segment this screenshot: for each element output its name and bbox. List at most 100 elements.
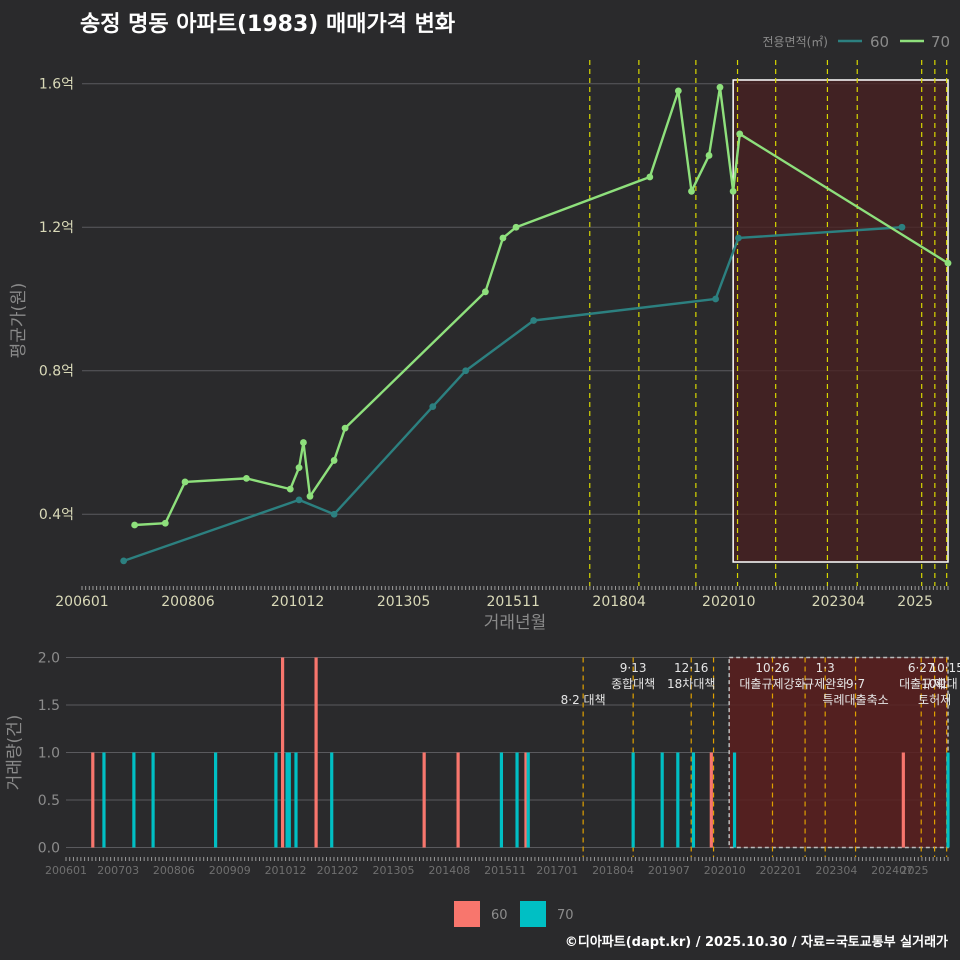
x-tick-label: 201907 bbox=[648, 864, 690, 877]
x-tick-label: 200806 bbox=[161, 594, 215, 610]
legend-swatch-60 bbox=[454, 901, 480, 927]
data-point-60 bbox=[429, 403, 437, 411]
bar-60 bbox=[422, 752, 426, 848]
data-point-70 bbox=[482, 288, 489, 296]
bar-60 bbox=[524, 752, 528, 848]
bar-70 bbox=[214, 752, 218, 848]
page-title: 송정 명동 아파트(1983) 매매가격 변화 bbox=[80, 12, 456, 37]
data-point-70 bbox=[674, 87, 682, 95]
data-point-70 bbox=[729, 187, 737, 195]
bar-70 bbox=[946, 752, 950, 848]
data-point-70 bbox=[944, 259, 952, 267]
data-point-60 bbox=[295, 496, 303, 504]
policy-label: 규제완화 bbox=[803, 677, 847, 691]
policy-label: 종합대책 bbox=[611, 676, 655, 691]
bar-70 bbox=[294, 752, 298, 848]
data-point-60 bbox=[898, 223, 906, 231]
x-tick-label: 201305 bbox=[372, 864, 414, 877]
data-point-70 bbox=[736, 130, 744, 138]
bar-60 bbox=[280, 657, 285, 848]
policy-label: 토허제 bbox=[918, 693, 951, 707]
policy-label: 18차대책 bbox=[667, 676, 715, 691]
bar-70 bbox=[526, 752, 530, 848]
data-point-70 bbox=[181, 478, 189, 486]
x-tick-label: 202201 bbox=[760, 864, 802, 877]
x-tick-label: 202010 bbox=[702, 594, 755, 610]
highlight-region bbox=[732, 79, 949, 563]
x-tick-label: 202010 bbox=[704, 864, 746, 877]
price-line-chart: 0.4억 0.8억 1.2억 1.6억 200601 200806 201012 201305… bbox=[9, 60, 952, 633]
policy-label: 대출규제강화 bbox=[739, 677, 805, 691]
x-tick-label: 201408 bbox=[428, 864, 470, 877]
bar-70 bbox=[102, 752, 106, 848]
bar-70 bbox=[691, 752, 696, 848]
data-point-70 bbox=[716, 83, 724, 91]
bar-70 bbox=[732, 752, 737, 848]
x-tick-label: 2025 bbox=[901, 864, 929, 877]
bar-60 bbox=[314, 657, 318, 848]
bar-70 bbox=[285, 752, 289, 848]
data-point-70 bbox=[131, 521, 139, 529]
x-tick-label: 201701 bbox=[536, 864, 578, 877]
bar-70 bbox=[151, 752, 155, 848]
x-tick-label: 202304 bbox=[815, 864, 857, 877]
y-axis-title: 평균가(원) bbox=[9, 283, 29, 359]
price-legend: 전용면적(㎡) 60 70 bbox=[762, 33, 950, 51]
data-point-70 bbox=[646, 173, 654, 181]
data-point-60 bbox=[330, 510, 338, 518]
y-tick-label: 0.0 bbox=[38, 841, 60, 857]
policy-label: 특례대출축소 bbox=[822, 693, 888, 707]
x-tick-label: 201012 bbox=[271, 594, 324, 610]
policy-label: 8·2 대책 bbox=[561, 692, 606, 707]
y-tick-label: 0.4억 bbox=[39, 507, 74, 523]
policy-label: 12·16 bbox=[674, 661, 708, 675]
bar-70 bbox=[132, 752, 136, 848]
data-point-70 bbox=[512, 223, 520, 231]
x-tick-label: 200909 bbox=[209, 864, 251, 877]
data-point-70 bbox=[286, 485, 294, 493]
x-tick-label: 202407 bbox=[871, 864, 913, 877]
x-tick-label: 200806 bbox=[153, 864, 195, 877]
x-tick-label: 201511 bbox=[484, 864, 526, 877]
policy-label: 9·13 bbox=[620, 661, 647, 675]
bar-70 bbox=[676, 752, 680, 848]
policy-label: 확대 bbox=[936, 677, 958, 691]
data-point-70 bbox=[161, 519, 169, 527]
legend-label-60: 60 bbox=[870, 33, 889, 51]
bar-70 bbox=[515, 752, 519, 848]
bar-60 bbox=[456, 752, 460, 848]
x-tick-label: 201305 bbox=[377, 594, 430, 610]
x-tick-label: 200703 bbox=[97, 864, 139, 877]
data-point-70 bbox=[330, 457, 338, 464]
policy-label: 대출규제 bbox=[899, 677, 943, 691]
highlight-region bbox=[728, 656, 949, 849]
x-tick-label: 2025 bbox=[897, 594, 933, 610]
data-point-70 bbox=[306, 492, 314, 500]
data-point-60 bbox=[462, 367, 470, 375]
data-point-70 bbox=[243, 474, 250, 482]
bar-70 bbox=[330, 752, 334, 848]
data-point-70 bbox=[705, 152, 713, 159]
credit-text: ©디아파트(dapt.kr) / 2025.10.30 / 자료=국토교통부 실… bbox=[564, 935, 948, 950]
legend-label-60: 60 bbox=[491, 908, 508, 923]
y-tick-label: 1.6억 bbox=[39, 77, 74, 93]
data-point-60 bbox=[120, 557, 128, 565]
policy-label: 9·7 bbox=[846, 677, 865, 691]
x-tick-label: 202304 bbox=[812, 594, 866, 610]
legend-label-70: 70 bbox=[557, 908, 574, 923]
data-point-70 bbox=[688, 187, 695, 195]
policy-label: 1·3 bbox=[816, 661, 835, 675]
bar-70 bbox=[631, 752, 635, 848]
policy-label: 10·1 bbox=[921, 677, 948, 691]
y-tick-label: 0.8억 bbox=[39, 364, 74, 380]
data-point-60 bbox=[712, 295, 720, 303]
x-tick-label: 201202 bbox=[317, 864, 359, 877]
data-point-60 bbox=[530, 317, 538, 324]
x-tick-label: 201012 bbox=[265, 864, 307, 877]
y-tick-label: 2.0 bbox=[38, 651, 60, 667]
x-tick-label: 200601 bbox=[55, 594, 108, 610]
bar-70 bbox=[499, 752, 504, 848]
data-point-60 bbox=[735, 234, 742, 242]
